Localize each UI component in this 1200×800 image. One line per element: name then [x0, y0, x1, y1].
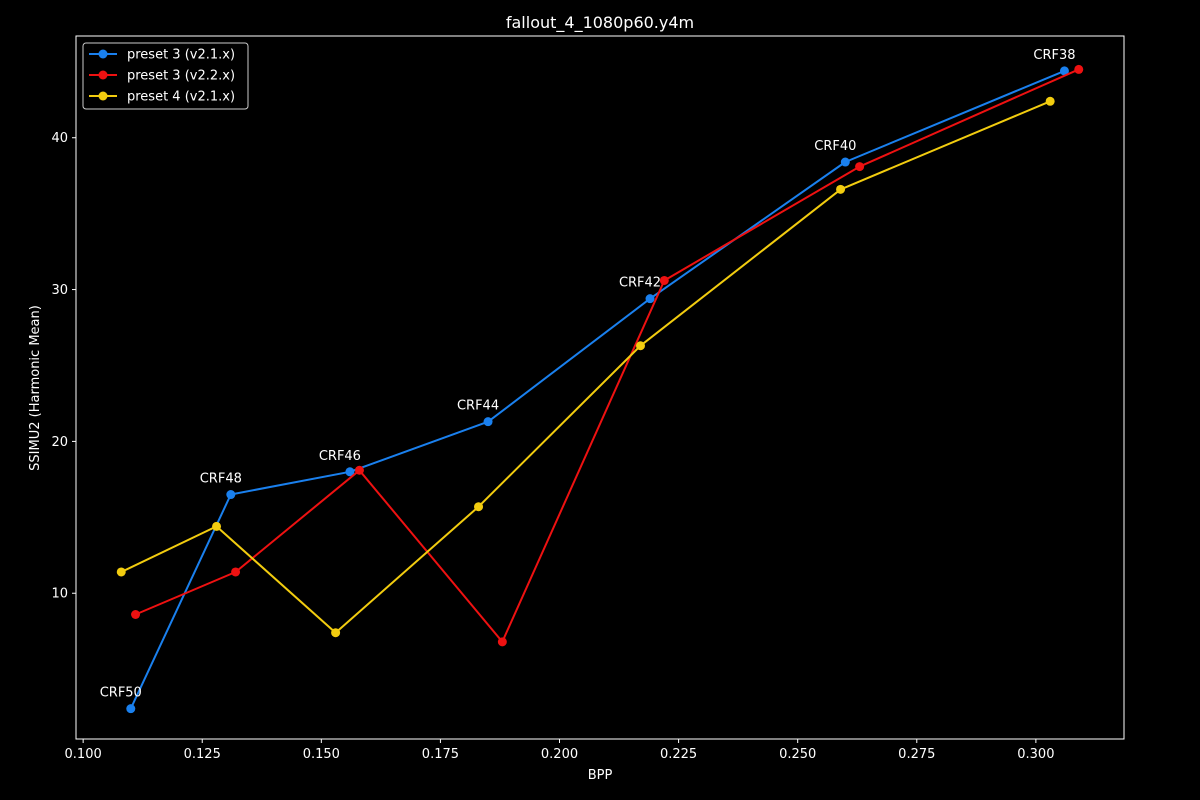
- legend: preset 3 (v2.1.x) preset 3 (v2.2.x) preset…: [82, 42, 249, 110]
- y-tick-label: 20: [51, 435, 68, 450]
- data-point: [126, 704, 136, 714]
- data-point: [231, 567, 241, 577]
- x-tick-label: 0.100: [65, 747, 102, 762]
- data-point: [131, 609, 141, 619]
- data-point: [1059, 66, 1069, 76]
- legend-entry: preset 3 (v2.2.x): [89, 69, 235, 84]
- crf-annotation: CRF42: [619, 276, 661, 291]
- data-point: [354, 465, 364, 475]
- data-point: [483, 417, 493, 427]
- x-tick-label: 0.150: [303, 747, 340, 762]
- crf-annotation: CRF48: [200, 472, 242, 487]
- data-point: [474, 502, 484, 512]
- crf-annotation: CRF50: [100, 686, 142, 701]
- x-tick-label: 0.250: [779, 747, 816, 762]
- y-tick-label: 40: [51, 131, 68, 146]
- series-2: [131, 64, 1084, 647]
- x-tick-label: 0.300: [1017, 747, 1054, 762]
- data-point: [226, 490, 236, 500]
- y-tick-label: 30: [51, 283, 68, 298]
- x-axis-label: BPP: [588, 768, 613, 783]
- data-point: [345, 467, 355, 477]
- legend-entry: preset 3 (v2.1.x): [89, 48, 235, 63]
- crf-annotation: CRF38: [1033, 48, 1075, 63]
- data-point: [212, 521, 222, 531]
- x-tick-label: 0.200: [541, 747, 578, 762]
- legend-entry: preset 4 (v2.1.x): [89, 90, 235, 105]
- legend-label: preset 4 (v2.1.x): [127, 90, 235, 105]
- data-point: [635, 341, 645, 351]
- y-axis-label: SSIMU2 (Harmonic Mean): [28, 305, 43, 471]
- data-point: [1074, 64, 1084, 74]
- crf-annotation: CRF46: [319, 449, 361, 464]
- x-tick-label: 0.225: [660, 747, 697, 762]
- data-point: [836, 184, 846, 194]
- data-point: [116, 567, 126, 577]
- data-point: [645, 294, 655, 304]
- crf-annotation: CRF44: [457, 399, 499, 414]
- x-tick-label: 0.175: [422, 747, 459, 762]
- x-tick-label: 0.125: [184, 747, 221, 762]
- data-point: [659, 275, 669, 285]
- data-point: [840, 157, 850, 167]
- series-group: [116, 64, 1084, 714]
- chart-title: fallout_4_1080p60.y4m: [506, 13, 694, 33]
- y-axis: 10 20 30 40: [51, 131, 76, 602]
- y-tick-label: 10: [51, 587, 68, 602]
- data-point: [855, 162, 865, 172]
- legend-marker: [98, 70, 108, 80]
- x-axis: 0.100 0.125 0.150 0.175 0.200 0.225 0.250 0.275…: [65, 739, 1054, 762]
- legend-marker: [98, 49, 108, 59]
- series-3: [116, 96, 1055, 638]
- x-tick-label: 0.275: [898, 747, 935, 762]
- annotation-group: CRF50 CRF48 CRF46 CRF44 CRF42 CRF40 CRF38: [100, 48, 1076, 701]
- legend-marker: [98, 91, 108, 101]
- crf-annotation: CRF40: [814, 139, 856, 154]
- series-1: [126, 66, 1069, 714]
- plot-area: [75, 35, 1125, 740]
- axes-frame: [75, 35, 1125, 740]
- legend-label: preset 3 (v2.1.x): [127, 48, 235, 63]
- legend-box: [82, 42, 249, 110]
- data-point: [331, 628, 341, 638]
- data-point: [497, 637, 507, 647]
- legend-label: preset 3 (v2.2.x): [127, 69, 235, 84]
- data-point: [1045, 96, 1055, 106]
